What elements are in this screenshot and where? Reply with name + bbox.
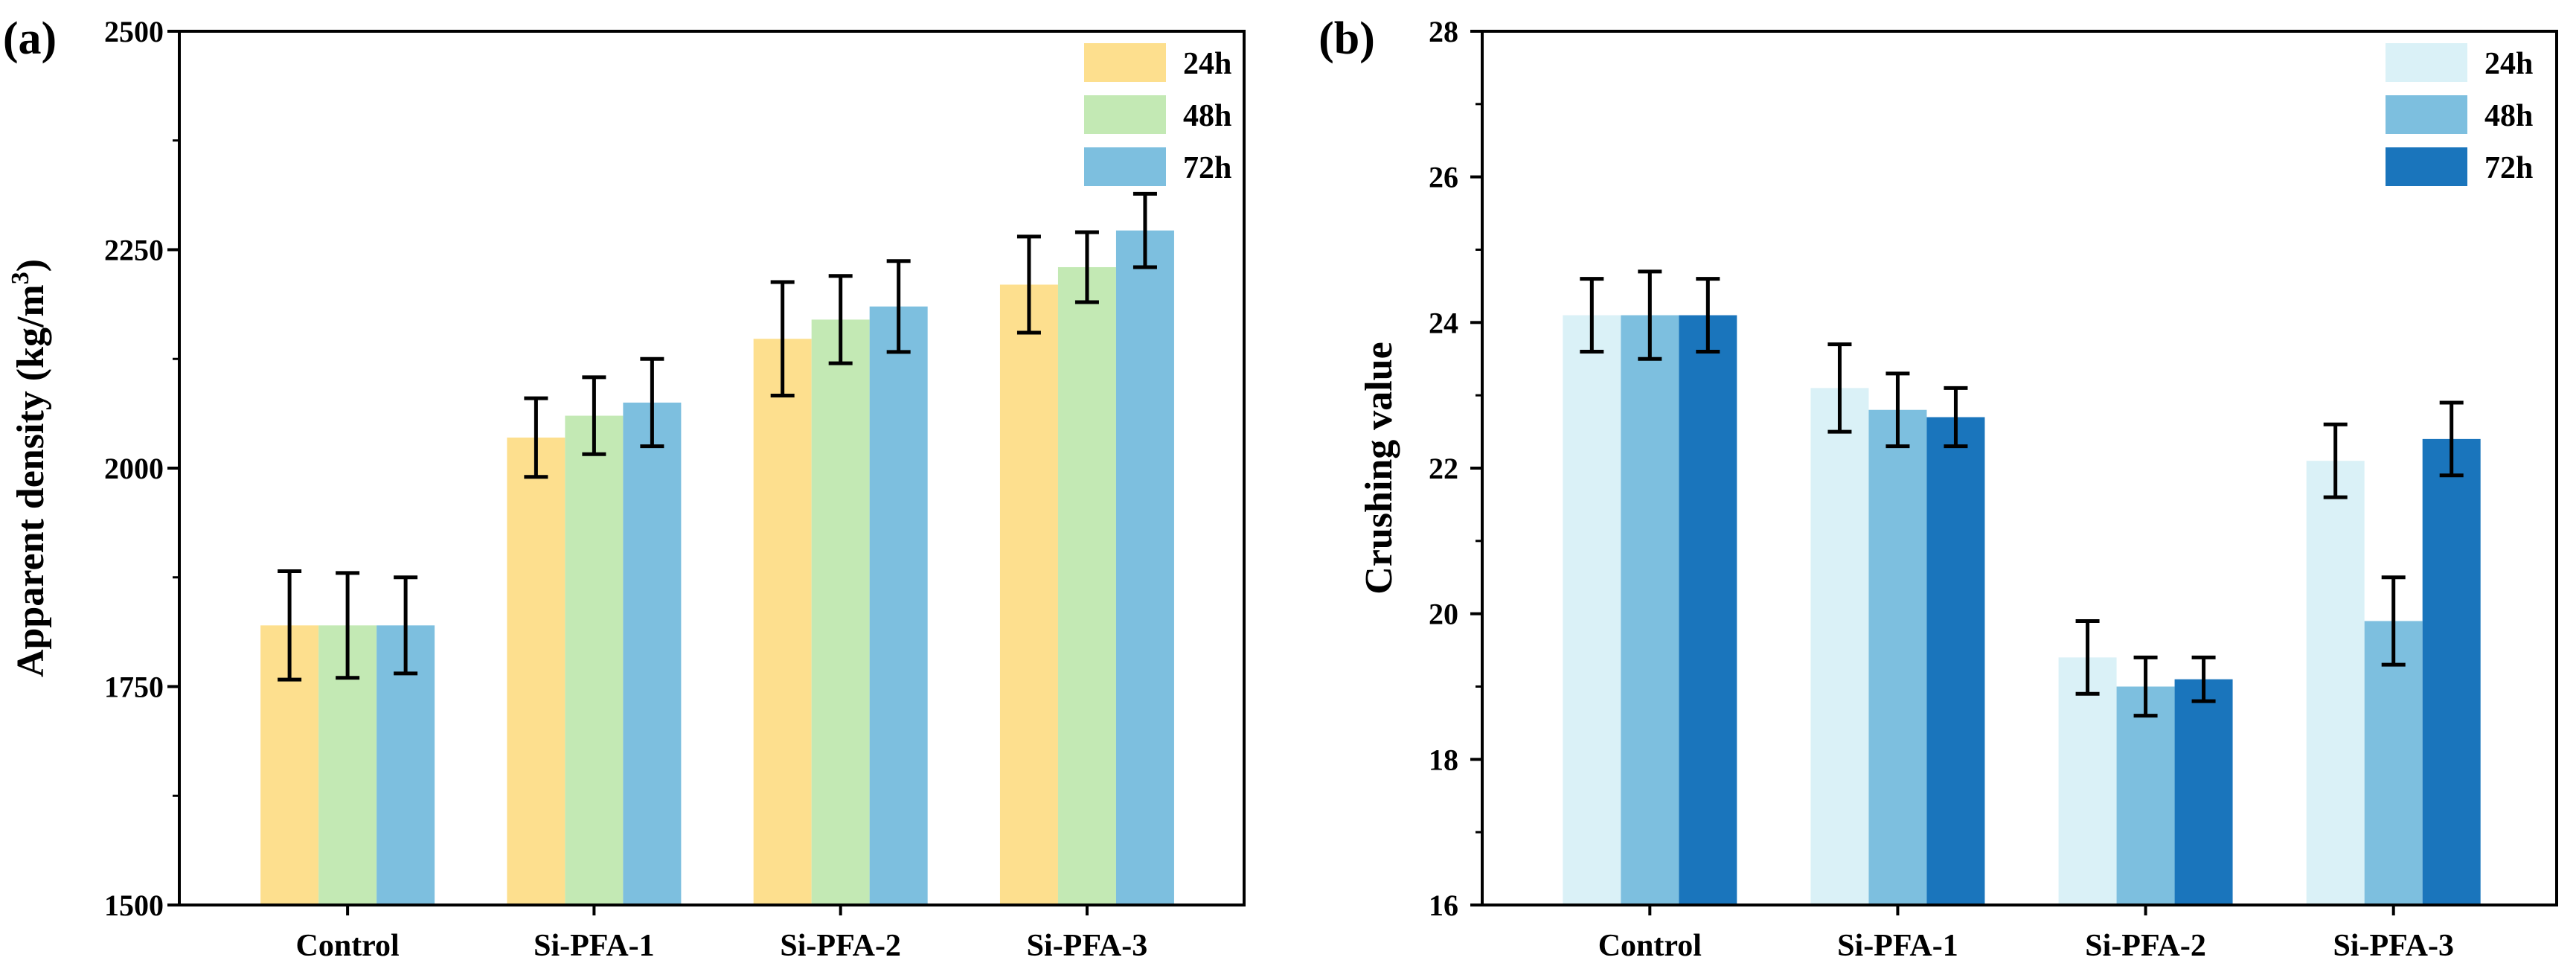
bar-si-pfa-2-72h xyxy=(2174,679,2233,905)
error-bar-si-pfa-3-72h xyxy=(2439,400,2464,478)
x-tick-label-si-pfa-1: Si-PFA-1 xyxy=(534,929,655,963)
bar-si-pfa-1-72h xyxy=(1926,417,1985,905)
x-tick-label-si-pfa-3: Si-PFA-3 xyxy=(1027,929,1148,963)
bar-si-pfa-1-72h xyxy=(623,402,682,905)
x-tick-label-si-pfa-1: Si-PFA-1 xyxy=(1837,929,1958,963)
legend: 24h 48h 72h xyxy=(1084,43,1231,186)
y-tick-label: 1750 xyxy=(104,671,164,704)
bar-si-pfa-3-24h xyxy=(999,284,1058,906)
bar-si-pfa-2-24h xyxy=(2058,657,2117,905)
bar-si-pfa-3-48h xyxy=(1057,266,1116,906)
error-bar-si-pfa-1-72h xyxy=(1944,386,1968,449)
bar-si-pfa-2-48h xyxy=(2116,686,2175,905)
legend-label-24h: 24h xyxy=(1183,47,1231,81)
error-bar-control-24h xyxy=(1580,277,1604,354)
error-bar-si-pfa-1-24h xyxy=(524,396,548,479)
panel-a-apparent-density-chart: 1500 1750 2000 2250 2500 Control Si-PFA-1 Si-PF… xyxy=(3,13,1246,963)
error-bars-group xyxy=(278,191,1157,682)
error-bar-si-pfa-1-48h xyxy=(1885,371,1910,449)
legend-swatch-48h xyxy=(1084,95,1166,134)
bar-si-pfa-1-48h xyxy=(565,415,624,905)
y-axis-title: Apparent density (kg/m3) xyxy=(7,259,52,677)
legend-label-24h: 24h xyxy=(2484,47,2533,81)
bars-group xyxy=(1563,315,2481,905)
x-tick-label-control: Control xyxy=(1598,929,1702,963)
error-bar-control-48h xyxy=(1638,269,1662,361)
error-bar-control-24h xyxy=(278,569,302,682)
y-tick-label: 22 xyxy=(1429,452,1458,485)
y-axis-ticks: 1500 1750 2000 2250 2500 xyxy=(104,15,179,922)
y-axis-title: Crushing value xyxy=(1358,342,1400,595)
error-bar-si-pfa-3-48h xyxy=(2381,575,2406,667)
y-tick-label: 26 xyxy=(1429,161,1458,194)
error-bar-si-pfa-3-48h xyxy=(1074,230,1099,304)
bar-si-pfa-1-24h xyxy=(1810,388,1869,905)
error-bar-si-pfa-3-72h xyxy=(1132,191,1157,269)
bar-control-48h xyxy=(1621,315,1679,905)
error-bar-si-pfa-2-72h xyxy=(886,259,911,354)
error-bar-si-pfa-1-72h xyxy=(640,356,664,449)
legend: 24h 48h 72h xyxy=(2386,43,2533,186)
y-axis-ticks: 16 18 20 22 24 26 28 xyxy=(1429,15,1482,922)
bar-si-pfa-3-72h xyxy=(2422,438,2481,905)
y-axis-title-close: ) xyxy=(10,259,52,272)
y-axis-title-main: Apparent density (kg/m xyxy=(10,284,52,677)
bar-si-pfa-1-48h xyxy=(1868,409,1927,905)
legend-label-48h: 48h xyxy=(1183,99,1231,133)
x-axis-categories: Control Si-PFA-1 Si-PFA-2 Si-PFA-3 xyxy=(1598,905,2454,963)
x-tick-label-si-pfa-3: Si-PFA-3 xyxy=(2333,929,2454,963)
bar-si-pfa-3-72h xyxy=(1115,230,1174,905)
error-bar-si-pfa-2-24h xyxy=(770,280,795,398)
y-tick-label: 18 xyxy=(1429,743,1458,776)
bar-si-pfa-2-24h xyxy=(753,339,812,905)
bar-si-pfa-3-48h xyxy=(2364,621,2423,905)
panel-b-crushing-value-chart: 16 18 20 22 24 26 28 Control Si-PFA-1 Si-PFA-2 Si-… xyxy=(1319,13,2558,963)
y-axis-title-superscript: 3 xyxy=(7,272,34,284)
y-tick-label: 16 xyxy=(1429,889,1458,922)
x-tick-label-control: Control xyxy=(296,929,400,963)
bars-group xyxy=(260,230,1174,906)
y-axis-title-main: Crushing value xyxy=(1358,342,1400,595)
y-tick-label: 28 xyxy=(1429,15,1458,48)
x-axis-categories: Control Si-PFA-1 Si-PFA-2 Si-PFA-3 xyxy=(296,905,1148,963)
legend-swatch-72h xyxy=(2386,147,2467,186)
bar-control-24h xyxy=(1563,315,1621,905)
bar-si-pfa-2-48h xyxy=(811,319,870,905)
y-tick-label: 2500 xyxy=(104,15,164,48)
error-bar-control-48h xyxy=(336,571,360,680)
y-tick-label: 2250 xyxy=(104,234,164,267)
error-bar-si-pfa-1-24h xyxy=(1827,342,1852,434)
error-bars-group xyxy=(1580,269,2464,718)
y-tick-label: 1500 xyxy=(104,889,164,922)
x-tick-label-si-pfa-2: Si-PFA-2 xyxy=(2085,929,2206,963)
error-bar-si-pfa-1-48h xyxy=(582,375,606,456)
error-bar-si-pfa-2-48h xyxy=(828,274,853,365)
bar-si-pfa-2-72h xyxy=(869,306,928,905)
legend-label-48h: 48h xyxy=(2484,99,2533,133)
error-bar-control-72h xyxy=(394,575,418,676)
error-bar-si-pfa-3-24h xyxy=(2323,422,2348,499)
legend-swatch-24h xyxy=(1084,43,1166,82)
bar-si-pfa-3-24h xyxy=(2306,461,2365,905)
legend-label-72h: 72h xyxy=(1183,151,1231,185)
y-tick-label: 20 xyxy=(1429,598,1458,631)
error-bar-si-pfa-2-24h xyxy=(2075,618,2100,696)
error-bar-si-pfa-2-48h xyxy=(2133,655,2158,718)
y-tick-label: 24 xyxy=(1429,306,1458,339)
panel-label: (a) xyxy=(3,13,57,64)
legend-label-72h: 72h xyxy=(2484,151,2533,185)
x-tick-label-si-pfa-2: Si-PFA-2 xyxy=(780,929,901,963)
error-bar-control-72h xyxy=(1696,277,1720,354)
legend-swatch-24h xyxy=(2386,43,2467,82)
y-tick-label: 2000 xyxy=(104,452,164,485)
error-bar-si-pfa-2-72h xyxy=(2191,655,2216,703)
panel-label: (b) xyxy=(1319,13,1375,64)
error-bar-si-pfa-3-24h xyxy=(1016,234,1041,335)
legend-swatch-72h xyxy=(1084,147,1166,186)
bar-control-72h xyxy=(1679,315,1737,905)
legend-swatch-48h xyxy=(2386,95,2467,134)
bar-si-pfa-1-24h xyxy=(507,437,565,905)
